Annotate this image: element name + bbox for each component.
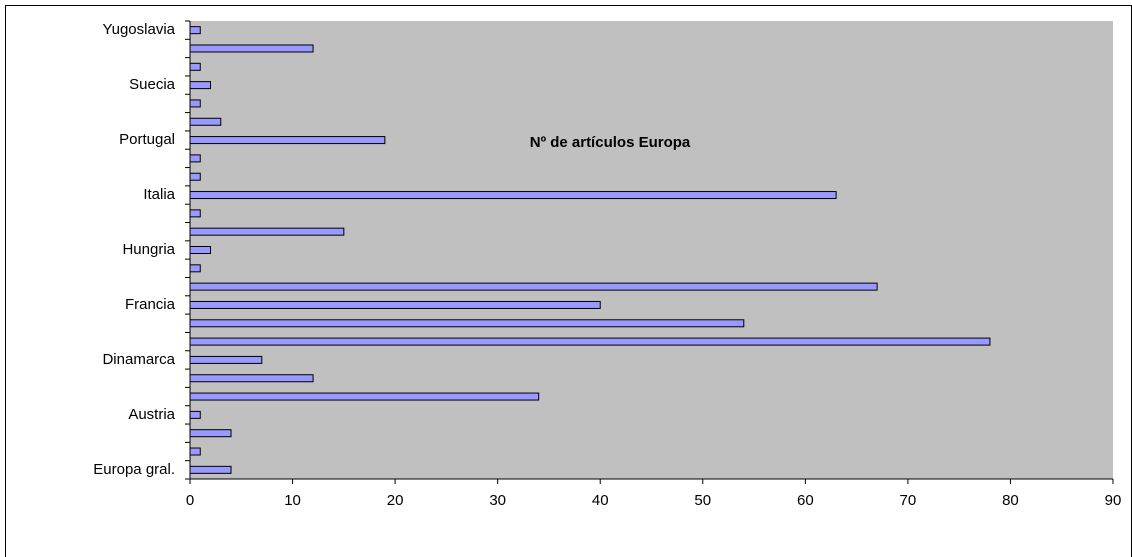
bar	[189, 282, 878, 291]
y-tick-label: Austria	[128, 406, 175, 423]
x-tick-label: 30	[489, 492, 506, 509]
bar	[189, 465, 232, 474]
y-tick-label: Portugal	[119, 131, 175, 148]
bar	[189, 374, 314, 383]
bar	[189, 62, 201, 71]
bar	[189, 117, 222, 126]
bar	[189, 44, 314, 53]
bar	[189, 392, 540, 401]
y-tick-label: Italia	[143, 186, 175, 203]
x-tick-label: 20	[387, 492, 404, 509]
bar	[189, 99, 201, 108]
x-tick-label: 0	[186, 492, 194, 509]
y-tick-label: Hungria	[122, 241, 175, 258]
y-tick-label: Europa gral.	[93, 461, 175, 478]
bar	[189, 81, 212, 90]
bar	[189, 209, 201, 218]
x-tick-label: 90	[1105, 492, 1122, 509]
bar	[189, 154, 201, 163]
x-tick-label: 70	[900, 492, 917, 509]
y-tick-label: Dinamarca	[102, 351, 175, 368]
y-tick-label: Suecia	[129, 76, 176, 93]
x-tick-label: 60	[797, 492, 814, 509]
bar	[189, 136, 386, 145]
bar	[189, 300, 601, 309]
bar	[189, 172, 201, 181]
chart-title: Nº de artículos Europa	[530, 134, 691, 151]
bar	[189, 319, 745, 328]
x-tick-label: 40	[592, 492, 609, 509]
bar	[189, 264, 201, 273]
bar	[189, 355, 263, 364]
plot-area	[190, 21, 1113, 479]
y-tick-label: Yugoslavia	[102, 21, 175, 38]
bar	[189, 26, 201, 35]
x-tick-label: 80	[1002, 492, 1019, 509]
y-tick-label: Francia	[125, 296, 176, 313]
bar	[189, 191, 837, 200]
bar	[189, 447, 201, 456]
bar	[189, 227, 345, 236]
bar	[189, 410, 201, 419]
bar	[189, 246, 212, 254]
bar	[189, 337, 991, 346]
x-tick-label: 10	[284, 492, 301, 509]
bar	[189, 429, 232, 438]
x-tick-label: 50	[694, 492, 711, 509]
